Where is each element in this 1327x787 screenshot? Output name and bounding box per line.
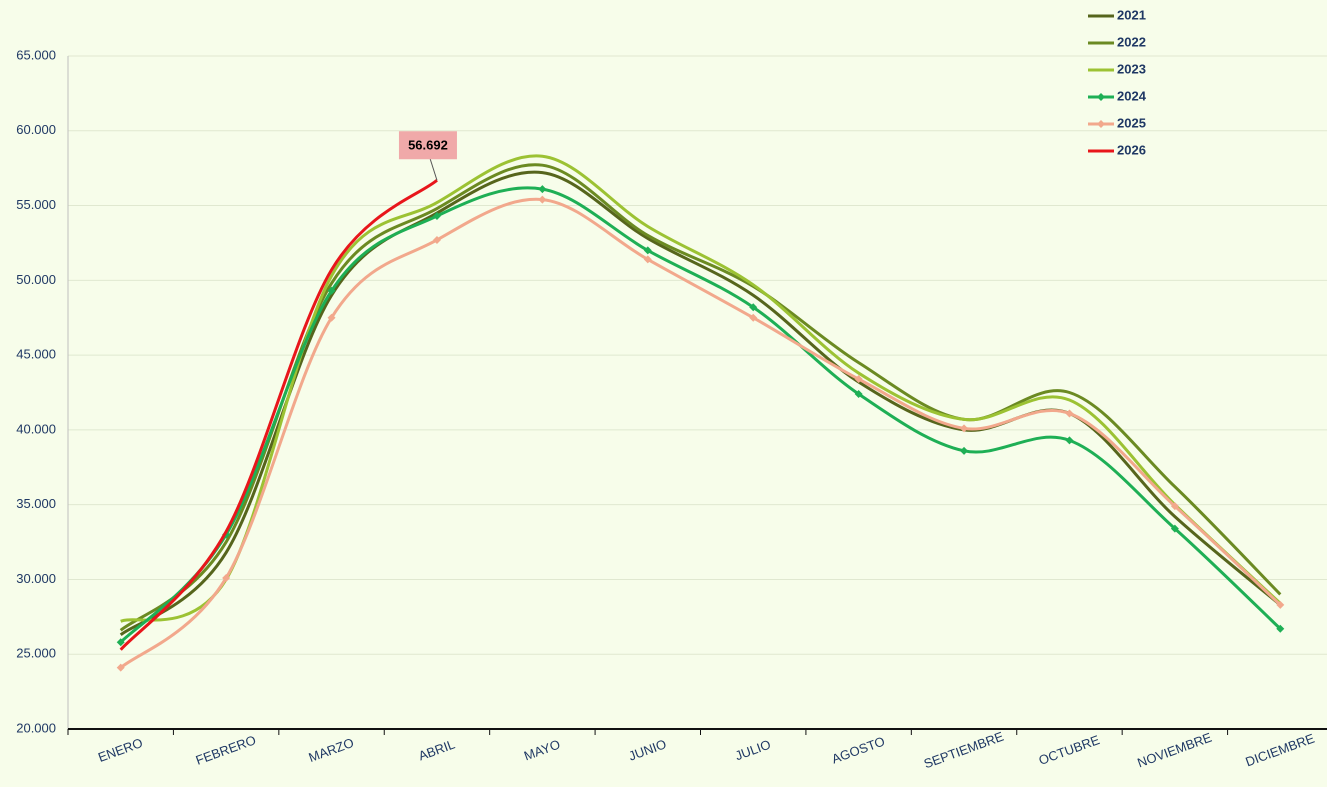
legend-label: 2024	[1117, 88, 1147, 103]
legend-label: 2021	[1117, 7, 1146, 22]
y-tick-label: 60.000	[16, 122, 56, 137]
marker	[1065, 409, 1074, 418]
marker	[327, 286, 336, 295]
marker	[643, 255, 652, 264]
marker	[222, 573, 231, 582]
legend-label: 2023	[1117, 61, 1146, 76]
marker	[432, 212, 441, 221]
y-tick-label: 20.000	[16, 720, 56, 735]
legend-label: 2022	[1117, 34, 1146, 49]
marker	[116, 638, 125, 647]
series-line	[120, 154, 1282, 623]
marker	[538, 195, 547, 204]
y-tick-label: 45.000	[16, 347, 56, 362]
series-line	[119, 186, 1282, 644]
marker	[749, 303, 758, 312]
series-line	[119, 197, 1282, 669]
marker	[1170, 524, 1179, 533]
marker	[327, 313, 336, 322]
marker	[538, 185, 547, 194]
marker	[432, 235, 441, 244]
legend-label: 2025	[1117, 115, 1146, 130]
y-tick-label: 55.000	[16, 197, 56, 212]
marker	[1276, 624, 1285, 633]
marker	[749, 313, 758, 322]
y-tick-label: 35.000	[16, 496, 56, 511]
marker	[1276, 600, 1285, 609]
marker	[1170, 502, 1179, 511]
legend-marker	[1097, 120, 1105, 128]
data-label-box	[398, 131, 457, 160]
marker	[116, 663, 125, 672]
y-tick-label: 65.000	[16, 47, 56, 62]
y-tick-label: 30.000	[16, 571, 56, 586]
data-label: 56.692	[408, 138, 448, 153]
series-line	[119, 179, 438, 651]
legend-marker	[1097, 93, 1105, 101]
marker	[854, 375, 863, 384]
marker	[960, 424, 969, 433]
marker	[643, 246, 652, 255]
marker	[854, 389, 863, 398]
legend-label: 2026	[1117, 142, 1146, 157]
y-tick-label: 50.000	[16, 272, 56, 287]
y-tick-label: 25.000	[16, 646, 56, 661]
marker	[1065, 436, 1074, 445]
y-tick-label: 40.000	[16, 421, 56, 436]
marker	[960, 446, 969, 455]
label-leader	[429, 158, 438, 181]
